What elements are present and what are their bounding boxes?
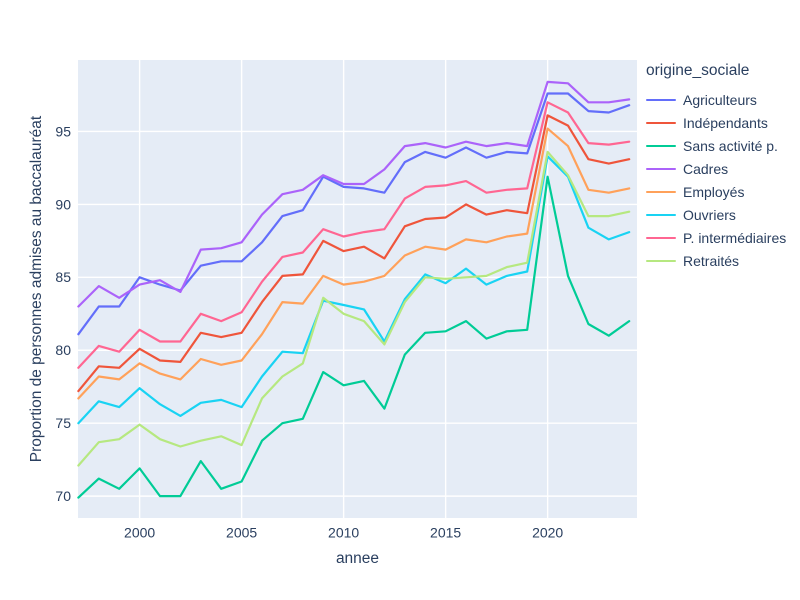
legend-items: Agriculteurs Indépendants Sans activité p.… — [646, 88, 786, 272]
series-line-p-intermediaires — [77, 101, 631, 369]
legend-line-swatch-icon — [646, 213, 676, 216]
legend-item-label: Indépendants — [683, 114, 768, 131]
series-line-cadres — [77, 80, 631, 308]
x-tick-label: 2000 — [124, 525, 155, 541]
legend-item-label: P. intermédiaires — [683, 229, 787, 246]
legend-item-label: Cadres — [683, 160, 729, 177]
series-line-agriculteurs — [77, 92, 631, 336]
legend-item-label: Sans activité p. — [683, 137, 778, 154]
plot-background[interactable] — [78, 60, 637, 518]
legend-line-swatch-icon — [646, 236, 676, 239]
legend-item-independants[interactable]: Indépendants — [646, 111, 786, 134]
x-tick-label: 2005 — [226, 525, 257, 541]
legend-title: origine_sociale — [646, 62, 750, 79]
x-tick-label: 2010 — [328, 525, 359, 541]
legend-item-label: Agriculteurs — [683, 91, 757, 108]
y-tick-label: 95 — [55, 123, 71, 139]
legend-line-swatch-icon — [646, 121, 676, 124]
legend-item-ouvriers[interactable]: Ouvriers — [646, 203, 786, 226]
legend-item-agriculteurs[interactable]: Agriculteurs — [646, 88, 786, 111]
y-tick-label: 70 — [55, 488, 71, 504]
legend-line-swatch-icon — [646, 190, 676, 193]
legend-item-label: Ouvriers — [683, 206, 736, 223]
series-line-ouvriers — [77, 155, 631, 425]
legend-item-employes[interactable]: Employés — [646, 180, 786, 203]
series-line-retraites — [77, 150, 631, 467]
y-tick-label: 75 — [55, 415, 71, 431]
legend-line-swatch-icon — [646, 259, 676, 262]
legend-item-sans-activite-p[interactable]: Sans activité p. — [646, 134, 786, 157]
y-axis-title: Proportion de personnes admises au bacca… — [28, 115, 45, 463]
y-tick-label: 80 — [55, 342, 71, 358]
legend-item-cadres[interactable]: Cadres — [646, 157, 786, 180]
legend-line-swatch-icon — [646, 144, 676, 147]
y-tick-label: 85 — [55, 269, 71, 285]
series-line-employes — [77, 127, 631, 400]
legend-item-label: Employés — [683, 183, 745, 200]
legend-line-swatch-icon — [646, 98, 676, 101]
x-axis-title: annee — [335, 550, 380, 567]
legend-item-retraites[interactable]: Retraités — [646, 249, 786, 272]
series-line-independants — [77, 114, 631, 393]
x-tick-label: 2020 — [532, 525, 563, 541]
legend-item-p-intermediaires[interactable]: P. intermédiaires — [646, 226, 786, 249]
legend-line-swatch-icon — [646, 167, 676, 170]
legend: origine_sociale Agriculteurs Indépendants… — [646, 62, 786, 272]
legend-item-label: Retraités — [683, 252, 740, 269]
x-tick-label: 2015 — [430, 525, 461, 541]
y-tick-label: 90 — [55, 196, 71, 212]
series-line-sans-activite-p — [77, 175, 631, 499]
